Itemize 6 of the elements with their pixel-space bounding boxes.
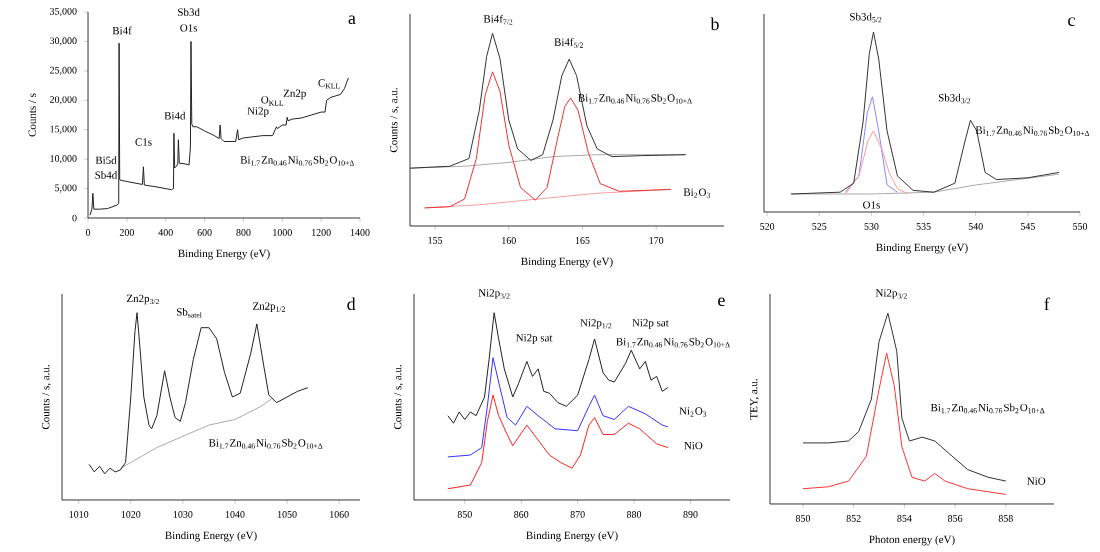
text: c	[1068, 17, 1075, 27]
text: d	[347, 297, 356, 311]
annotation: a	[348, 15, 356, 25]
text: f	[1044, 297, 1050, 311]
text: b	[710, 17, 719, 31]
text: e	[718, 297, 725, 307]
